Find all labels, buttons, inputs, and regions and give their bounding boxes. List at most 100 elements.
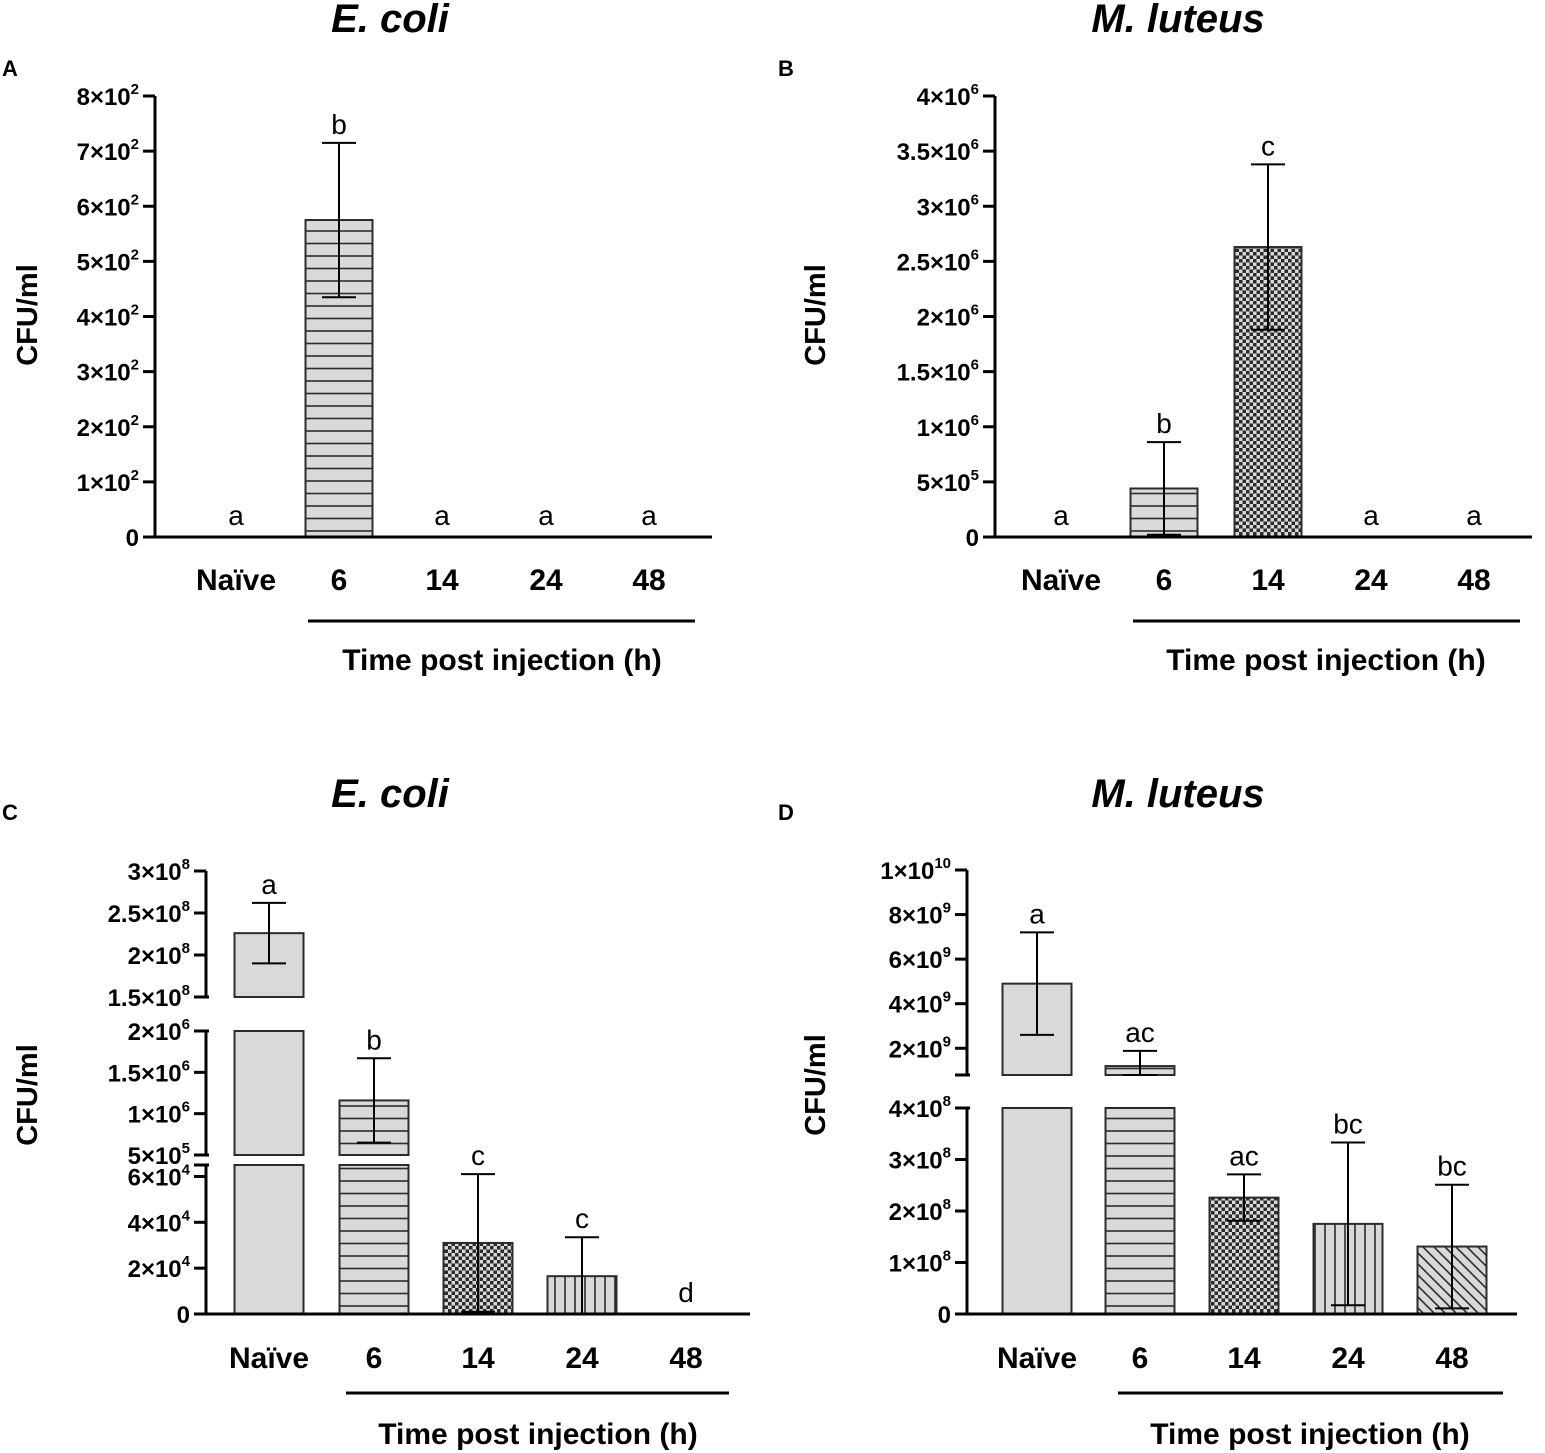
y-tick-label: 3×108 bbox=[889, 1145, 951, 1175]
category-label: Naïve bbox=[229, 1342, 309, 1375]
panel-c-y-label: CFU/ml bbox=[12, 1044, 44, 1146]
y-tick-label: 1.5×108 bbox=[108, 982, 190, 1012]
y-tick-label: 3×102 bbox=[77, 357, 139, 387]
y-tick-label: 1.5×106 bbox=[108, 1057, 190, 1087]
significance-letter: ac bbox=[1125, 1017, 1155, 1048]
y-tick-label: 4×109 bbox=[889, 989, 951, 1019]
category-label: 48 bbox=[632, 564, 665, 597]
panel-c-title: E. coli bbox=[331, 772, 450, 816]
panel-b-label: B bbox=[778, 56, 794, 81]
category-label: 6 bbox=[366, 1342, 383, 1375]
panel-d-title: M. luteus bbox=[1091, 772, 1264, 816]
panel-a-x-label: Time post injection (h) bbox=[342, 644, 661, 677]
y-tick-label: 2.5×106 bbox=[897, 246, 979, 276]
bar bbox=[1001, 1107, 1073, 1315]
significance-letter: a bbox=[641, 500, 657, 531]
panel-d-y-ticks: 0 1×108 2×108 3×108 4×108 2×109 4×109 6×109 8×10… bbox=[880, 855, 967, 1329]
category-label: Naïve bbox=[1021, 564, 1101, 597]
panel-b-categories: Naïve 6 14 24 48 bbox=[1021, 564, 1491, 597]
y-tick-label: 2×109 bbox=[889, 1033, 951, 1063]
panel-c-axes bbox=[194, 871, 750, 1316]
y-tick-label: 2×108 bbox=[889, 1196, 951, 1226]
y-tick-label: 8×109 bbox=[889, 900, 951, 930]
y-tick-label: 2×102 bbox=[77, 412, 139, 442]
category-label: 24 bbox=[529, 564, 563, 597]
significance-letter: ac bbox=[1229, 1140, 1259, 1171]
category-label: 24 bbox=[565, 1342, 599, 1375]
y-tick-label: 4×108 bbox=[889, 1093, 951, 1123]
panel-a-categories: Naïve 6 14 24 48 bbox=[196, 564, 666, 597]
panel-b: B M. luteus 0 5×105 1×106 1.5×106 2×106 2.5×1… bbox=[778, 0, 1532, 677]
panel-c-significance: a b c c d bbox=[261, 869, 694, 1308]
panel-a-title: E. coli bbox=[331, 0, 450, 41]
y-tick-label: 2×106 bbox=[128, 1016, 190, 1046]
significance-letter: c bbox=[575, 1203, 589, 1234]
panel-d-significance: a ac ac bc bc bbox=[1029, 898, 1467, 1181]
category-label: 6 bbox=[1156, 564, 1173, 597]
panel-b-error-bars bbox=[1147, 163, 1285, 536]
significance-letter: a bbox=[1029, 898, 1045, 929]
panel-d: D M. luteus 0 1×108 2×108 3×108 4×108 2×109 4×… bbox=[778, 772, 1517, 1451]
y-tick-label: 1×108 bbox=[889, 1248, 951, 1278]
panel-b-axes bbox=[993, 96, 1532, 539]
category-label: 48 bbox=[1435, 1342, 1468, 1375]
panel-a-axes bbox=[153, 96, 712, 539]
bar bbox=[233, 1030, 305, 1156]
significance-letter: a bbox=[228, 500, 244, 531]
y-tick-label: 5×102 bbox=[77, 246, 139, 276]
significance-letter: b bbox=[1156, 408, 1172, 439]
significance-letter: b bbox=[331, 109, 347, 140]
panel-a-y-label: CFU/ml bbox=[12, 264, 44, 366]
category-label: 14 bbox=[461, 1342, 495, 1375]
y-tick-label: 5×105 bbox=[128, 1140, 190, 1170]
y-tick-label: 3×106 bbox=[917, 191, 979, 221]
category-label: 48 bbox=[669, 1342, 702, 1375]
y-tick-label: 4×102 bbox=[77, 302, 139, 332]
panel-d-categories: Naïve 6 14 24 48 bbox=[997, 1342, 1469, 1375]
panel-a-y-ticks: 0 1×102 2×102 3×102 4×102 5×102 6×102 7×102 8×10… bbox=[77, 81, 155, 552]
panel-b-y-ticks: 0 5×105 1×106 1.5×106 2×106 2.5×106 3×106 3.5×1… bbox=[897, 81, 995, 552]
panel-c-x-label: Time post injection (h) bbox=[378, 1418, 697, 1451]
y-tick-label: 7×102 bbox=[77, 136, 139, 166]
panel-a-error-bars bbox=[322, 141, 356, 299]
y-tick-label: 1×106 bbox=[917, 412, 979, 442]
y-tick-label: 0 bbox=[938, 1302, 951, 1329]
panel-d-label: D bbox=[778, 800, 794, 825]
y-tick-label: 8×102 bbox=[77, 81, 139, 111]
bar bbox=[338, 1164, 410, 1315]
category-label: 24 bbox=[1354, 564, 1388, 597]
y-tick-label: 2×104 bbox=[128, 1253, 191, 1283]
y-tick-label: 1×102 bbox=[77, 467, 139, 497]
category-label: 48 bbox=[1457, 564, 1490, 597]
y-tick-label: 3.5×106 bbox=[897, 136, 979, 166]
y-tick-label: 0 bbox=[177, 1302, 190, 1329]
panel-b-significance: a b c a a bbox=[1053, 130, 1482, 531]
panel-c-bars bbox=[233, 932, 618, 1316]
y-tick-label: 6×109 bbox=[889, 944, 951, 974]
y-tick-label: 1.5×106 bbox=[897, 357, 979, 387]
significance-letter: b bbox=[366, 1024, 382, 1055]
panel-a: A E. coli 0 1×102 2×102 3×102 4×102 5×102 6×10… bbox=[2, 0, 712, 677]
panel-b-x-label: Time post injection (h) bbox=[1166, 644, 1485, 677]
y-tick-label: 3×108 bbox=[128, 856, 190, 886]
bar bbox=[233, 1164, 305, 1315]
y-tick-label: 2×106 bbox=[917, 302, 979, 332]
significance-letter: bc bbox=[1437, 1151, 1467, 1182]
y-tick-label: 0 bbox=[966, 525, 979, 552]
significance-letter: a bbox=[538, 500, 554, 531]
panel-b-y-label: CFU/ml bbox=[800, 264, 832, 366]
category-label: 14 bbox=[1227, 1342, 1261, 1375]
panel-c-categories: Naïve 6 14 24 48 bbox=[229, 1342, 703, 1375]
significance-letter: a bbox=[1363, 500, 1379, 531]
category-label: 6 bbox=[331, 564, 348, 597]
panel-c-label: C bbox=[2, 800, 18, 825]
panel-b-title: M. luteus bbox=[1091, 0, 1264, 41]
y-tick-label: 6×102 bbox=[77, 191, 139, 221]
significance-letter: a bbox=[1053, 500, 1069, 531]
panel-a-significance: a b a a a bbox=[228, 109, 657, 531]
panel-d-y-label: CFU/ml bbox=[800, 1034, 832, 1136]
